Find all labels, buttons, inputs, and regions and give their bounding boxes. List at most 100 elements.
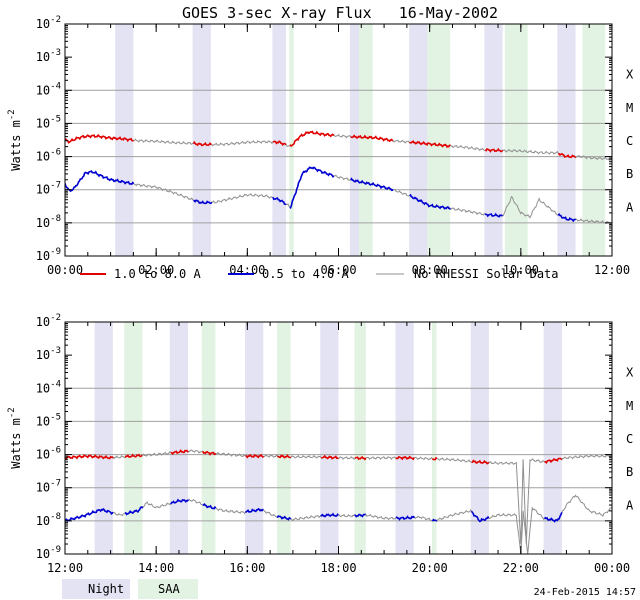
series-short-line (333, 174, 351, 181)
series-long-line (488, 458, 545, 544)
series-long-line (450, 144, 486, 152)
y-tick-label: 10-9 (36, 247, 61, 263)
saa-band (431, 322, 437, 554)
x-tick-label: 22:00 (503, 561, 539, 575)
x-tick-label: 12:00 (47, 561, 83, 575)
class-label-A: A (626, 200, 634, 214)
y-axis-label: Watts m-2 (7, 407, 23, 468)
saa-band (359, 24, 373, 256)
night-band (543, 322, 562, 554)
panel-2: 10-2 10-3 10-4 10-5 10-6 10-7 10-8 10-9 Watts m-… (7, 313, 634, 575)
series-short-line (561, 494, 612, 518)
legend: 1.0 to 8.0 A 0.5 to 4.0 A No RHESSI Sola… (80, 267, 559, 281)
y-tick-label: 10-8 (36, 512, 61, 528)
series-long-line (285, 144, 290, 148)
series-long-line (65, 133, 134, 144)
series-long-line (215, 451, 246, 458)
saa-band (201, 322, 216, 554)
series-long-line (192, 140, 212, 147)
series-short-line (276, 515, 292, 521)
series-long-line (350, 134, 394, 143)
night-band (409, 24, 428, 256)
series-short-line (289, 166, 335, 210)
series-short-line (409, 193, 452, 211)
night-band (320, 322, 339, 554)
plot-title: GOES 3-sec X-ray Flux 16-May-2002 (182, 4, 498, 22)
x-tick-label: 18:00 (320, 561, 356, 575)
x-tick-label: 00:00 (47, 263, 83, 277)
night-band (349, 24, 360, 256)
night-key-label: Night (88, 582, 124, 596)
series-short-line (392, 188, 410, 197)
night-band (115, 24, 134, 256)
series-long-line (414, 456, 433, 461)
x-tick-label: 02:00 (138, 263, 174, 277)
series-short-line (133, 183, 194, 201)
series-short-line (193, 199, 213, 205)
y-tick-label: 10-7 (36, 181, 61, 197)
y-tick-label: 10-4 (36, 379, 61, 395)
series-short-line (290, 514, 321, 522)
saa-band (276, 322, 291, 554)
series-short-line (395, 515, 416, 521)
series-short-line (263, 509, 278, 519)
y-tick-label: 10-8 (36, 214, 61, 230)
saa-band (582, 24, 606, 256)
series-long-line (557, 152, 577, 159)
series-short-line (211, 192, 273, 204)
series-long-line (333, 133, 352, 139)
series-long-line (188, 449, 203, 454)
night-band (272, 24, 287, 256)
saa-band (504, 24, 528, 256)
series-short-line (354, 513, 367, 518)
saa-band (354, 322, 366, 554)
x-tick-label: 12:00 (594, 263, 630, 277)
night-band (395, 322, 414, 554)
night-key-swatch (62, 579, 130, 599)
series-long-line (471, 459, 490, 465)
y-tick-label: 10-5 (36, 412, 61, 428)
saa-key-swatch (138, 579, 198, 599)
night-band (169, 322, 189, 554)
series-long-line (436, 457, 472, 463)
plot-area (65, 322, 612, 554)
series-long-line (211, 139, 274, 147)
y-tick-label: 10-5 (36, 114, 61, 130)
series-short-line (484, 212, 504, 218)
class-label-X: X (626, 366, 634, 380)
y-axis-label: Watts m-2 (7, 109, 23, 170)
saa-band (289, 24, 294, 256)
x-tick-label: 20:00 (412, 561, 448, 575)
series-short-line (488, 506, 545, 554)
series-short-line (188, 498, 204, 506)
series-short-line (65, 170, 135, 193)
plot-area (65, 24, 612, 256)
series-short-line (502, 195, 559, 219)
legend-nodata-label: No RHESSI Solar Data (414, 267, 559, 281)
series-long-line (263, 454, 278, 458)
series-short-line (414, 515, 433, 522)
series-long-line (338, 456, 356, 461)
class-label-X: X (626, 68, 634, 82)
series-long-line (321, 454, 339, 460)
series-short-line (215, 507, 246, 515)
class-label-M: M (626, 399, 633, 413)
panel-1: 10-2 10-3 10-4 10-5 10-6 10-7 10-8 10-9 Watts m-… (7, 15, 634, 277)
series-short-line (244, 507, 264, 513)
x-tick-label: 10:00 (503, 263, 539, 277)
series-long-line (113, 455, 126, 460)
class-label-A: A (626, 498, 634, 512)
series-long-line (277, 454, 292, 459)
x-tick-label: 08:00 (412, 263, 448, 277)
series-long-line (409, 140, 451, 148)
series-short-line (436, 508, 472, 522)
class-label-C: C (626, 134, 633, 148)
series-long-line (395, 455, 415, 461)
series-long-line (354, 456, 367, 461)
series-long-line (502, 148, 559, 155)
y-tick-label: 10-3 (36, 346, 61, 362)
series-long-line (272, 140, 287, 147)
x-tick-label: 14:00 (138, 561, 174, 575)
series-short-line (124, 506, 144, 516)
